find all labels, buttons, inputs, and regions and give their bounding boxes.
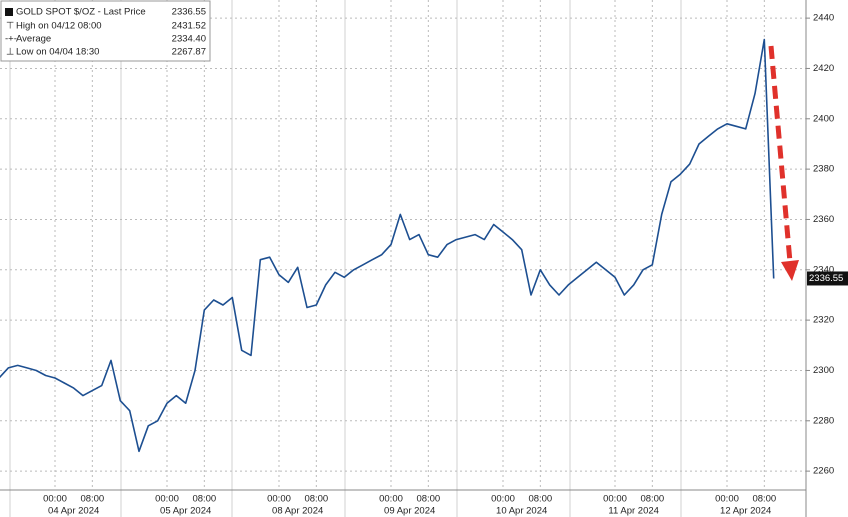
y-tick-label: 2320 (813, 315, 834, 326)
x-date-label: 12 Apr 2024 (720, 506, 771, 517)
legend-stat-label: High on 04/12 08:00 (16, 21, 102, 32)
plot (0, 38, 775, 453)
legend-icon: ⊤ (6, 21, 14, 32)
legend-stat-value: 2431.52 (172, 21, 206, 32)
x-tick-label: 00:00 (491, 494, 515, 505)
arrow-annotation (768, 45, 799, 281)
y-tick-label: 2300 (813, 365, 834, 376)
legend-swatch (5, 8, 13, 16)
price-line (0, 38, 775, 453)
legend-icon: ⊥ (6, 47, 14, 58)
x-tick-label: 00:00 (603, 494, 627, 505)
legend-last-value: 2336.55 (172, 7, 206, 18)
y-tick-label: 2440 (813, 13, 834, 24)
legend-stat-label: Average (16, 34, 51, 45)
legend-stat-label: Low on 04/04 18:30 (16, 47, 99, 58)
x-tick-label: 00:00 (379, 494, 403, 505)
x-tick-label: 00:00 (267, 494, 291, 505)
x-date-label: 09 Apr 2024 (384, 506, 435, 517)
x-tick-label: 08:00 (528, 494, 552, 505)
x-date-label: 05 Apr 2024 (160, 506, 211, 517)
x-date-label: 10 Apr 2024 (496, 506, 547, 517)
x-tick-label: 00:00 (155, 494, 179, 505)
grid (0, 0, 806, 490)
legend-box (0, 0, 211, 62)
y-tick-label: 2360 (813, 214, 834, 225)
x-tick-label: 08:00 (192, 494, 216, 505)
y-tick-label: 2420 (813, 63, 834, 74)
x-date-label: 11 Apr 2024 (608, 506, 659, 517)
day-separators (9, 0, 682, 517)
y-tick-label: 2280 (813, 415, 834, 426)
x-tick-label: 08:00 (304, 494, 328, 505)
y-tick-label: 2260 (813, 466, 834, 477)
x-date-label: 04 Apr 2024 (48, 506, 99, 517)
x-tick-label: 08:00 (640, 494, 664, 505)
y-tick-label: 2340 (813, 264, 834, 275)
x-tick-label: 00:00 (715, 494, 739, 505)
legend-stat-value: 2334.40 (172, 34, 206, 45)
legend-series-name: GOLD SPOT $/OZ - Last Price (16, 7, 146, 18)
legend-stat-value: 2267.87 (172, 47, 206, 58)
last-price-tag (807, 271, 848, 286)
y-tick-label: 2400 (813, 113, 834, 124)
legend: GOLD SPOT $/OZ - Last Price 2336.55 High… (0, 0, 211, 62)
last-price-label: 2336.55 (809, 273, 843, 284)
x-tick-label: 00:00 (43, 494, 67, 505)
legend-icon: -+- (5, 34, 17, 45)
y-tick-label: 2380 (813, 164, 834, 175)
x-tick-label: 08:00 (80, 494, 104, 505)
x-tick-label: 08:00 (416, 494, 440, 505)
x-tick-label: 08:00 (752, 494, 776, 505)
x-date-label: 08 Apr 2024 (272, 506, 323, 517)
